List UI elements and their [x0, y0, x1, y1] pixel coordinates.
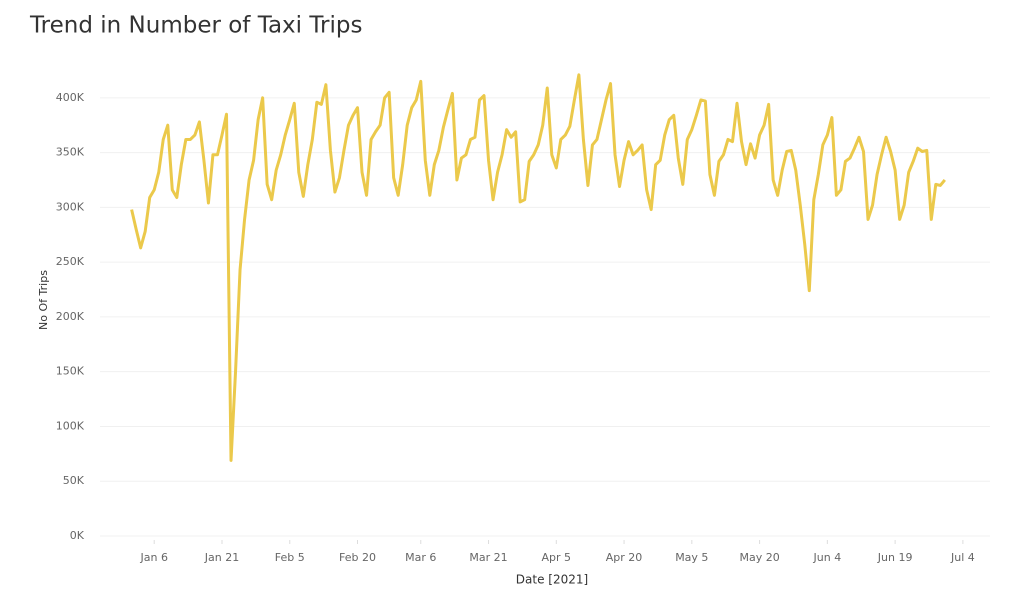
x-tick-label: Apr 20 [606, 551, 643, 564]
y-tick-label: 50K [63, 474, 85, 487]
x-tick-label: Jun 19 [877, 551, 913, 564]
y-tick-label: 0K [70, 529, 85, 542]
x-tick-label: Mar 21 [469, 551, 507, 564]
x-tick-label: Feb 20 [339, 551, 376, 564]
x-tick-label: May 20 [739, 551, 779, 564]
x-tick-label: Mar 6 [405, 551, 436, 564]
chart-title: Trend in Number of Taxi Trips [29, 13, 362, 39]
x-tick-label: Jun 4 [813, 551, 842, 564]
y-tick-label: 300K [56, 200, 85, 213]
y-tick-label: 100K [56, 419, 85, 432]
x-axis-label: Date [2021] [516, 573, 588, 587]
y-axis-label: No Of Trips [37, 270, 50, 330]
x-tick-label: Jan 6 [139, 551, 167, 564]
x-tick-label: Jan 21 [204, 551, 239, 564]
series-line [130, 73, 946, 462]
x-tick-label: Jul 4 [950, 551, 975, 564]
x-tick-label: Feb 5 [275, 551, 305, 564]
x-tick-label: Apr 5 [542, 551, 572, 564]
y-tick-label: 250K [56, 255, 85, 268]
y-tick-label: 400K [56, 91, 85, 104]
x-tick-label: May 5 [675, 551, 708, 564]
y-tick-label: 350K [56, 146, 85, 159]
y-tick-label: 150K [56, 365, 85, 378]
y-tick-label: 200K [56, 310, 85, 323]
